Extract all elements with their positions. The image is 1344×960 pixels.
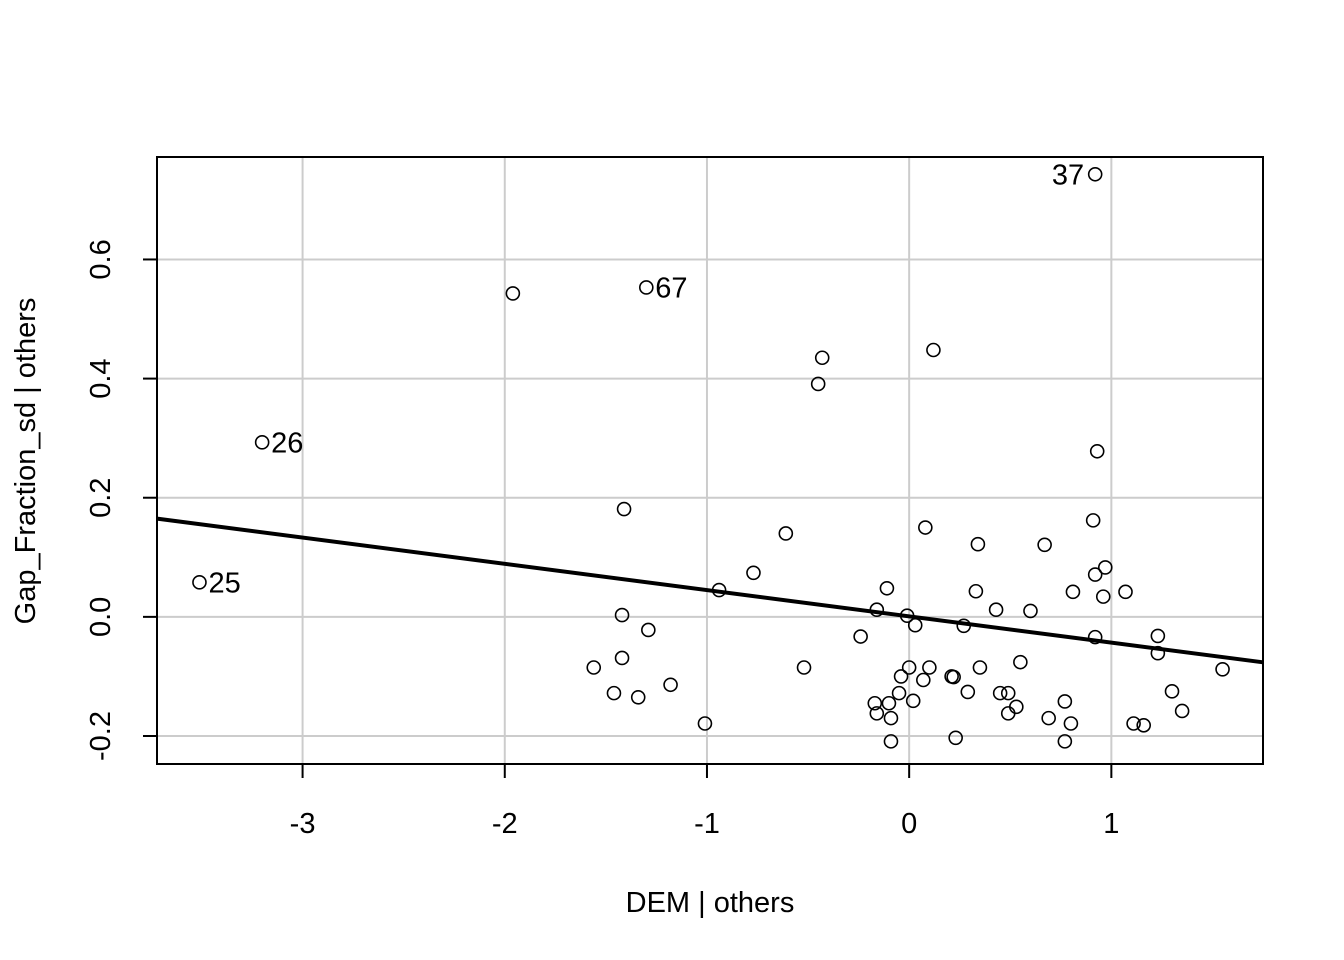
data-point (1089, 443, 1105, 459)
data-point (1136, 717, 1152, 733)
x-tick-label: -1 (694, 808, 720, 840)
data-point (879, 580, 895, 596)
data-point (853, 629, 868, 644)
data-point (616, 501, 632, 517)
data-point (606, 685, 622, 701)
data-point (1041, 710, 1056, 726)
data-point (711, 582, 727, 598)
data-point (901, 660, 917, 675)
data-point (639, 280, 654, 295)
x-axis: -3 -2 -1 0 1 (290, 764, 1119, 840)
y-tick-label: 0.2 (85, 478, 117, 518)
data-point (1009, 699, 1024, 715)
data-point (905, 693, 921, 709)
data-point (505, 286, 521, 301)
y-tick-label: 0.0 (85, 597, 117, 637)
x-tick-label: -3 (290, 808, 316, 840)
data-point (630, 689, 646, 705)
data-point (899, 608, 915, 623)
data-point (891, 685, 907, 701)
data-point (1057, 734, 1073, 749)
data-point (1085, 513, 1101, 528)
data-point (663, 677, 678, 693)
data-point (946, 669, 961, 685)
regression-line (156, 516, 1264, 665)
data-point (869, 602, 885, 618)
data-point (1174, 703, 1190, 719)
data-point (988, 602, 1004, 618)
data-point (1164, 684, 1180, 699)
y-axis: -0.2 0.0 0.2 0.4 0.6 (85, 239, 157, 761)
data-point (1095, 589, 1111, 604)
data-point (614, 650, 630, 666)
data-point (586, 660, 602, 675)
y-tick-label: -0.2 (85, 711, 117, 761)
data-point (1057, 694, 1073, 709)
data-point (956, 618, 972, 634)
x-axis-title: DEM | others (626, 887, 795, 919)
data-point (1118, 584, 1133, 600)
data-points (192, 166, 1230, 749)
data-point (1150, 645, 1166, 661)
y-tick-label: 0.6 (85, 239, 117, 279)
data-point (796, 660, 812, 675)
data-point (1150, 628, 1166, 644)
point-label-37: 37 (1052, 159, 1084, 191)
x-tick-label: 0 (901, 808, 917, 840)
data-point (922, 660, 937, 675)
y-tick-label: 0.4 (85, 358, 117, 398)
data-point (948, 730, 963, 746)
data-point (881, 695, 897, 711)
data-point (916, 672, 931, 688)
data-point (1037, 537, 1052, 553)
data-point (970, 536, 986, 552)
point-label-67: 67 (655, 272, 687, 304)
data-point (960, 684, 976, 700)
data-point (1087, 166, 1103, 182)
y-axis-title: Gap_Fraction_sd | others (10, 298, 42, 625)
data-point (814, 350, 830, 366)
data-point (1065, 584, 1081, 600)
data-point (893, 669, 909, 684)
data-point (1063, 716, 1079, 731)
data-point (883, 734, 899, 749)
data-point (641, 622, 656, 638)
data-point (254, 435, 270, 450)
data-point (1000, 706, 1016, 721)
point-label-25: 25 (208, 567, 240, 599)
data-point (972, 660, 988, 675)
data-point (746, 565, 761, 581)
data-point (883, 710, 899, 726)
data-point (968, 583, 984, 599)
x-tick-label: 1 (1103, 808, 1119, 840)
data-point (697, 716, 713, 731)
data-point (1215, 661, 1230, 677)
data-point (1087, 567, 1103, 582)
data-point (867, 695, 883, 711)
data-point (192, 575, 207, 590)
data-point (1000, 685, 1016, 701)
data-point (1023, 603, 1038, 619)
grid (157, 157, 1263, 764)
data-point (1087, 629, 1103, 645)
data-point (1013, 654, 1028, 670)
data-point (992, 685, 1008, 701)
data-point (614, 607, 630, 623)
plot-frame (156, 156, 1264, 765)
data-point (810, 376, 826, 392)
x-tick-label: -2 (492, 808, 518, 840)
point-annotations: 37 67 26 25 (208, 159, 1084, 599)
data-point (907, 617, 923, 633)
data-point (869, 706, 885, 721)
data-point (918, 520, 933, 535)
fit-line-group (156, 516, 1264, 665)
data-point (926, 342, 941, 358)
data-point (778, 526, 794, 541)
point-label-26: 26 (271, 427, 303, 459)
data-point (1097, 560, 1113, 575)
data-point (1126, 716, 1141, 731)
